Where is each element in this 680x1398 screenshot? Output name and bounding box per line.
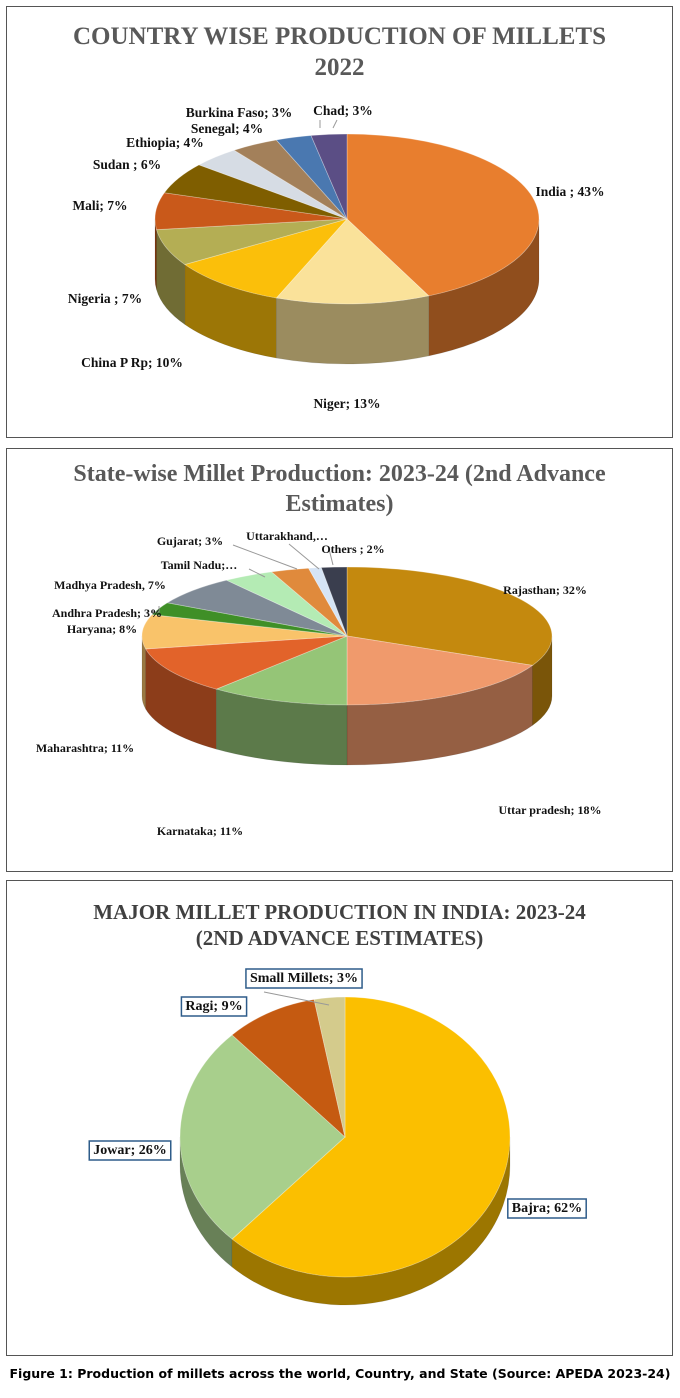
pie-slice [141,614,348,650]
pie-slice [346,133,540,297]
millet-type-chart-title: MAJOR MILLET PRODUCTION IN INDIA: 2023-2… [7,899,672,952]
slice-label: Nigeria ; 7% [68,291,142,306]
slice-label: India ; 43% [535,184,604,199]
slice-label: Chad; 3% [313,103,373,118]
pie-slice [231,999,346,1139]
pie-slice [166,579,348,637]
pie-slice [231,996,511,1278]
slice-label: Mali; 7% [72,198,127,213]
slice-label-box [88,1140,172,1161]
slice-label: Ragi; 9% [185,999,242,1014]
slice-label: Bajra; 62% [512,1201,582,1216]
state-chart-panel: State-wise Millet Production: 2023-24 (2… [6,448,673,872]
state-chart-title-line2: Estimates) [285,491,394,517]
pie-slice [179,1034,346,1240]
slice-label: Madhya Pradesh, 7% [54,578,166,592]
leader-line [151,606,160,613]
pie-slice [346,635,534,706]
slice-label: Maharashtra; 11% [36,741,134,755]
pie-slice [144,635,348,690]
leader-line [332,119,338,129]
pie-slice [270,567,348,637]
pie-slice [275,135,348,220]
millet-type-chart-title-line2: (2ND ADVANCE ESTIMATES) [195,926,484,951]
pie-slice [307,567,348,637]
slice-label-box [180,996,248,1017]
leader-line [288,543,320,570]
slice-label: Small Millets; 3% [250,971,358,986]
slice-label: Rajasthan; 32% [503,583,587,597]
figure-caption: Figure 1: Production of millets across t… [9,1366,671,1381]
pie-slice [233,139,348,220]
leader-line [248,568,266,578]
pie-slice [163,164,348,220]
leader-line [232,544,298,570]
pie-slice [155,218,348,265]
pie-slice [320,566,348,637]
pie-slice [275,218,430,305]
country-chart-title-line1: COUNTRY WISE PRODUCTION OF MILLETS [73,23,606,50]
leader-line [328,548,334,566]
pie-slice [310,133,348,220]
pie-slice [154,192,348,231]
slice-label: Jowar; 26% [93,1143,167,1158]
pie-slice-side [276,295,430,365]
country-chart-title: COUNTRY WISE PRODUCTION OF MILLETS 2022 [7,21,672,84]
pie-slice [346,566,553,666]
slice-label: Niger; 13% [313,396,380,411]
slice-label: Uttarakhand,… [246,529,328,543]
state-pie-chart: Rajasthan; 32% Uttar pradesh; 18% Karnatak… [36,529,602,838]
slice-label: Andhra Pradesh; 3% [52,606,162,620]
leader-line [263,991,330,1006]
millet-type-pie-chart: Bajra; 62% Jowar; 26% Ragi; 9% Small Millet… [88,968,587,1306]
slice-label: Haryana; 8% [67,622,137,636]
slice-label-box [245,968,363,989]
slice-label: Uttar pradesh; 18% [498,803,601,817]
millet-type-chart-panel: MAJOR MILLET PRODUCTION IN INDIA: 2023-2… [6,880,673,1356]
millet-type-chart-title-line1: MAJOR MILLET PRODUCTION IN INDIA: 2023-2… [93,900,586,924]
country-pie-chart: India ; 43% Niger; 13% China P Rp; 10% Nige… [68,103,605,411]
slice-label-box [507,1198,587,1219]
slice-label: Ethiopia; 4% [126,135,204,150]
pie-slice [225,571,348,637]
slice-label: China P Rp; 10% [81,355,183,370]
slice-label: Burkina Faso; 3% [186,105,293,120]
slice-label: Others ; 2% [321,542,384,556]
slice-label: Senegal; 4% [191,121,263,136]
slice-label: Karnataka; 11% [157,824,243,838]
pie-slice [183,218,349,299]
country-chart-title-line2: 2022 [314,54,365,82]
state-chart-title-line1: State-wise Millet Production: 2023-24 (2… [73,461,606,487]
country-chart-panel: COUNTRY WISE PRODUCTION OF MILLETS 2022 … [6,6,673,438]
state-chart-title: State-wise Millet Production: 2023-24 (2… [7,459,672,519]
slice-label: Sudan ; 6% [93,157,161,172]
slice-label: Gujarat; 3% [157,534,223,548]
slice-label: Tamil Nadu;… [161,558,238,572]
pie-slice [313,996,346,1138]
pie-slice [198,149,348,220]
pie-slice [215,635,348,706]
